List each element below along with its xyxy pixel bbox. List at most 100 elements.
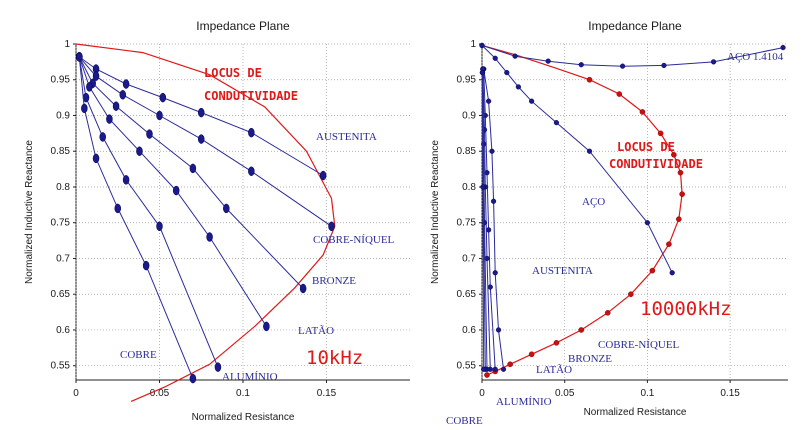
series-point [214,362,222,372]
locus-label-line1: LOCUS DE [204,66,262,80]
locus-point [671,152,677,158]
series-point [492,55,498,61]
y-tick-label: 0.8 [56,182,70,193]
series-point [319,170,327,181]
x-axis-label: Normalized Resistance [584,407,687,418]
series-point [328,221,335,232]
series-label: BRONZE [312,275,356,287]
locus-label-line2: CONDUTIVIDADE [609,157,703,171]
series-label: LATÃO [298,325,334,337]
series-point [263,321,270,332]
series-label: BRONZE [568,353,612,365]
series-point [710,59,717,65]
series-point [172,185,180,196]
series-point [487,284,493,290]
series-label: ALUMÍNIO [222,371,278,383]
series-point [480,184,486,190]
series-point [142,260,150,271]
series-point [159,92,167,103]
series-point [112,101,120,111]
locus-point [639,109,646,115]
series-point [189,163,197,174]
x-tick-label: 0.15 [317,388,337,399]
frequency-label: 10kHz [306,347,363,369]
y-axis-label: Normalized Inductive Reactance [24,140,35,284]
locus-point [657,130,664,137]
series-point [81,103,88,114]
series-point [146,129,153,139]
y-tick-label: 0.85 [457,146,477,157]
locus-point [616,91,623,97]
series-point [492,270,498,276]
chart-title: Impedance Plane [196,19,290,33]
series-point [489,148,495,154]
y-tick-label: 0.85 [51,146,71,157]
series-point [500,366,507,372]
series-point [504,69,510,76]
locus-point [604,309,611,316]
series-line [78,56,219,368]
series-point [114,203,121,214]
series-point [86,82,93,92]
y-tick-label: 0.55 [51,361,71,372]
series-line [483,68,496,370]
series-point [619,63,626,69]
series-point [106,114,113,124]
series-label: AÇO 1.4104 [727,51,784,63]
series-line [78,56,332,227]
x-tick-label: 0.05 [150,388,170,399]
series-point [553,120,560,126]
series-point [198,107,205,118]
y-tick-label: 0.6 [462,325,476,336]
x-tick-label: 0.05 [555,388,575,399]
series-point [545,58,551,64]
locus-label-line2: CONDUTIVIDADE [204,89,298,103]
y-tick-label: 0.7 [56,253,70,264]
y-tick-label: 0.65 [457,289,477,300]
y-tick-label: 0.6 [56,325,70,336]
series-label: LATÃO [536,364,572,376]
series-point [515,84,521,90]
series-point [495,327,502,333]
series-label: AUSTENITA [316,131,377,143]
locus-point [553,340,560,346]
series-point [479,42,485,49]
series-point [586,148,593,154]
series-point [486,98,492,104]
series-point [661,62,667,69]
y-tick-label: 0.75 [457,218,477,229]
x-tick-label: 0 [73,388,79,399]
y-tick-label: 1 [470,39,476,50]
series-point [490,198,497,204]
y-axis-label: Normalized Inductive Reactance [430,140,441,284]
series-point [189,373,197,384]
series-point [481,366,487,372]
series-label: AÇO [582,196,605,208]
y-tick-label: 1 [64,39,70,50]
series-point [119,90,127,100]
locus-point [586,76,593,83]
series-point [223,203,230,214]
locus-point [578,327,585,333]
chart-0: Impedance Plane 0.55 0.6 0.65 0.7 0.75 0.8 0.85… [24,19,410,423]
locus-point [507,361,513,368]
locus-label-line1: LOCUS DE [617,140,675,154]
locus-line [75,43,336,402]
y-tick-label: 0.8 [462,182,476,193]
series-point [156,110,163,121]
locus-point [528,351,535,358]
locus-point [676,216,682,222]
series-point [92,153,100,164]
x-tick-label: 0 [479,388,485,399]
series-point [492,366,498,372]
series-point [122,175,130,185]
series-label: AUSTENITA [532,265,593,277]
chart-1: Impedance Plane 0.55 0.6 0.65 0.7 0.75 0.8 0.85… [430,19,788,427]
x-tick-label: 0.15 [720,388,740,399]
locus-point [649,267,656,274]
series-point [248,127,255,138]
series-point [780,44,786,51]
y-tick-label: 0.9 [462,110,476,121]
y-tick-label: 0.75 [51,218,71,229]
locus-point [484,372,490,378]
